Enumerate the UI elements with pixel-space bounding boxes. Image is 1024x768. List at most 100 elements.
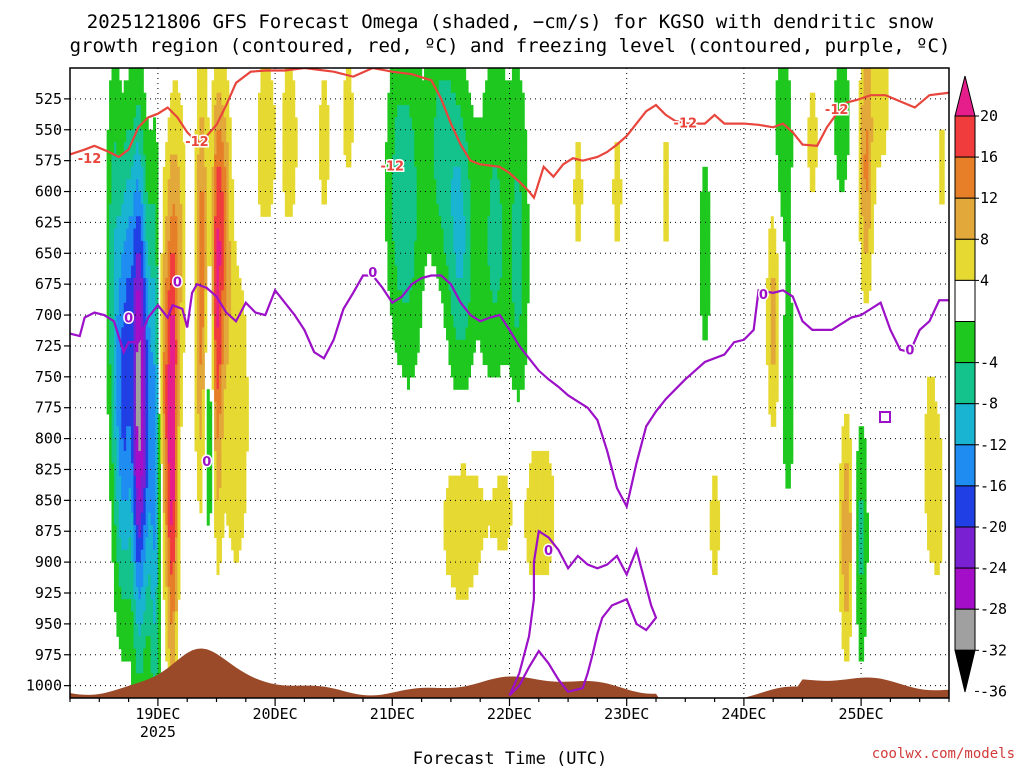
omega-cell	[499, 105, 503, 119]
omega-cell	[453, 179, 457, 193]
omega-cell	[441, 240, 445, 254]
omega-cell	[121, 512, 125, 526]
omega-cell	[487, 154, 491, 168]
omega-cell	[485, 315, 489, 329]
omega-cell	[126, 450, 130, 464]
omega-cell	[931, 488, 935, 501]
omega-cell	[128, 413, 132, 427]
omega-cell	[455, 117, 459, 131]
omega-cell	[782, 154, 787, 168]
omega-cell	[126, 364, 130, 378]
omega-cell	[878, 68, 882, 81]
omega-cell	[663, 154, 667, 168]
omega-cell	[236, 352, 240, 366]
omega-cell	[145, 216, 149, 230]
omega-cell	[465, 315, 469, 329]
omega-cell	[179, 401, 183, 415]
omega-cell	[509, 315, 513, 329]
omega-cell	[939, 475, 943, 489]
omega-cell	[221, 129, 225, 143]
omega-cell	[502, 129, 506, 143]
omega-cell	[113, 599, 117, 613]
omega-cell	[406, 142, 410, 156]
omega-cell	[455, 253, 459, 267]
omega-cell	[770, 290, 774, 304]
omega-cell	[121, 142, 125, 156]
omega-cell	[406, 315, 410, 329]
omega-cell	[519, 179, 523, 193]
omega-cell	[846, 438, 850, 452]
omega-cell	[148, 648, 152, 662]
omega-cell	[138, 401, 142, 415]
omega-cell	[782, 327, 787, 341]
omega-cell	[143, 537, 147, 551]
omega-cell	[939, 129, 943, 143]
omega-cell	[870, 80, 874, 94]
omega-cell	[782, 339, 787, 353]
omega-cell	[844, 512, 848, 526]
omega-cell	[497, 253, 501, 267]
omega-cell	[138, 117, 142, 131]
omega-cell	[133, 315, 137, 329]
omega-cell	[111, 290, 115, 304]
omega-cell	[465, 240, 469, 254]
omega-cell	[196, 438, 201, 452]
omega-cell	[387, 105, 391, 119]
omega-cell	[438, 129, 442, 143]
omega-cell	[128, 611, 132, 625]
omega-cell	[113, 179, 117, 193]
omega-cell	[780, 142, 784, 156]
omega-cell	[524, 228, 528, 242]
omega-cell	[170, 401, 174, 415]
omega-cell	[343, 117, 347, 131]
omega-cell	[170, 525, 174, 539]
omega-cell	[480, 512, 484, 526]
omega-cell	[431, 166, 435, 180]
omega-cell	[389, 191, 393, 205]
omega-cell	[848, 438, 852, 452]
omega-cell	[463, 240, 467, 254]
omega-cell	[494, 240, 498, 254]
omega-cell	[868, 142, 872, 156]
omega-cell	[397, 68, 401, 81]
omega-cell	[206, 389, 210, 403]
omega-cell	[458, 216, 462, 230]
omega-cell	[111, 512, 115, 526]
omega-cell	[284, 68, 288, 81]
omega-cell	[223, 228, 227, 242]
omega-cell	[165, 327, 169, 341]
omega-cell	[428, 68, 432, 81]
omega-cell	[472, 278, 476, 291]
omega-cell	[218, 203, 222, 217]
omega-cell	[216, 327, 220, 341]
omega-cell	[765, 352, 769, 366]
omega-cell	[113, 426, 117, 440]
omega-cell	[448, 352, 452, 366]
omega-cell	[155, 413, 159, 427]
omega-cell	[172, 426, 176, 440]
omega-cell	[106, 216, 110, 230]
omega-cell	[177, 302, 181, 316]
omega-cell	[126, 512, 130, 526]
omega-cell	[841, 500, 845, 514]
terrain-ground	[70, 648, 949, 698]
omega-cell	[109, 389, 113, 403]
omega-cell	[409, 129, 413, 143]
omega-cell	[455, 191, 459, 205]
omega-cell	[140, 438, 144, 452]
omega-cell	[118, 142, 122, 156]
omega-cell	[123, 80, 127, 94]
omega-cell	[509, 228, 513, 242]
omega-cell	[113, 549, 117, 563]
omega-cell	[162, 586, 166, 600]
omega-cell	[155, 339, 159, 353]
omega-cell	[214, 117, 218, 131]
omega-cell	[113, 413, 117, 427]
omega-cell	[284, 92, 288, 106]
omega-cell	[858, 562, 862, 576]
omega-cell	[426, 203, 430, 217]
omega-cell	[128, 68, 132, 81]
colorbar-bin	[954, 485, 976, 528]
omega-cell	[436, 92, 440, 106]
omega-cell	[157, 660, 161, 674]
